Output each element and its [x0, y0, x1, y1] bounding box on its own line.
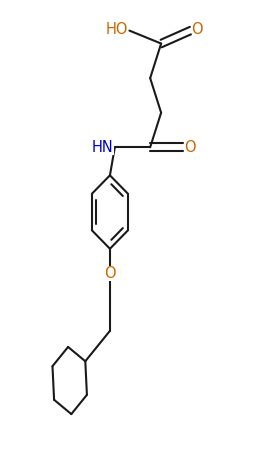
Text: HO: HO [106, 22, 128, 37]
Text: O: O [192, 22, 203, 37]
Text: HN: HN [92, 140, 114, 155]
Text: O: O [184, 140, 196, 155]
Text: O: O [104, 266, 116, 281]
